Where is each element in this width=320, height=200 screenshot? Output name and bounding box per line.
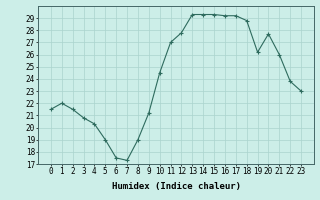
X-axis label: Humidex (Indice chaleur): Humidex (Indice chaleur) xyxy=(111,182,241,191)
